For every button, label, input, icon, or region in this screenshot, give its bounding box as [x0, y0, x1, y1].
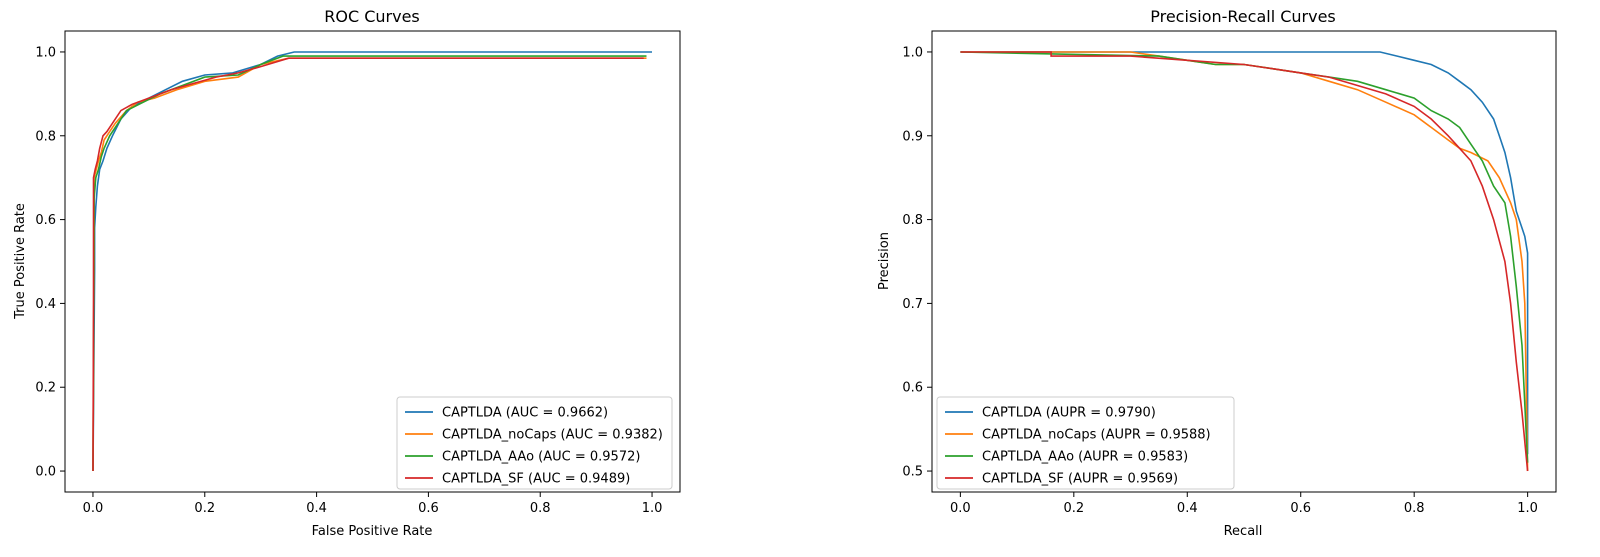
- pr-legend-label: CAPTLDA_noCaps (AUPR = 0.9588): [982, 428, 1211, 443]
- pr-series-line-3: [960, 51, 1529, 472]
- roc-y-label: True Positive Rate: [13, 203, 28, 320]
- pr-legend-label: CAPTLDA_AAo (AUPR = 0.9583): [982, 450, 1188, 465]
- roc-legend-label: CAPTLDA_SF (AUC = 0.9489): [442, 472, 630, 487]
- pr-legend: CAPTLDA (AUPR = 0.9790) CAPTLDA_noCaps (A…: [936, 396, 1235, 490]
- roc-series-line-2: [92, 55, 647, 472]
- roc-legend-label: CAPTLDA_AAo (AUC = 0.9572): [442, 450, 640, 465]
- pr-x-tick-label: 0.6: [1290, 501, 1311, 516]
- roc-x-tick-label: 0.0: [83, 501, 104, 516]
- roc-y-tick-label: 0.0: [35, 465, 56, 480]
- pr-series-line-0: [960, 51, 1529, 455]
- pr-x-tick-label: 0.4: [1177, 501, 1198, 516]
- pr-y-tick-label: 0.7: [902, 297, 923, 312]
- pr-y-tick-label: 1.0: [902, 45, 923, 60]
- pr-legend-box: [936, 396, 1235, 490]
- roc-y-ticks: 0.0 0.2 0.4 0.6 0.8 1.0: [35, 45, 65, 480]
- pr-x-tick-label: 0.8: [1404, 501, 1425, 516]
- roc-y-tick-label: 0.6: [35, 213, 56, 228]
- pr-panel: Precision-Recall Curves 0.0 0.2 0.4 0.6 0.8 1…: [877, 7, 1557, 539]
- roc-title: ROC Curves: [324, 7, 420, 26]
- roc-legend-label: CAPTLDA_noCaps (AUC = 0.9382): [442, 428, 663, 443]
- roc-y-tick-label: 0.8: [35, 129, 56, 144]
- pr-y-tick-label: 0.5: [902, 465, 923, 480]
- roc-axes-frame: [64, 30, 681, 493]
- pr-y-label: Precision: [877, 232, 892, 290]
- roc-x-label: False Positive Rate: [312, 524, 433, 539]
- pr-legend-label: CAPTLDA_SF (AUPR = 0.9569): [982, 472, 1178, 487]
- pr-y-ticks: 0.5 0.6 0.7 0.8 0.9 1.0: [902, 45, 932, 480]
- roc-x-tick-label: 0.4: [306, 501, 327, 516]
- roc-x-ticks: 0.0 0.2 0.4 0.6 0.8 1.0: [83, 492, 663, 516]
- roc-x-tick-label: 0.8: [530, 501, 551, 516]
- pr-x-tick-label: 0.0: [950, 501, 971, 516]
- pr-legend-label: CAPTLDA (AUPR = 0.9790): [982, 406, 1156, 421]
- pr-x-tick-label: 1.0: [1517, 501, 1538, 516]
- pr-y-tick-label: 0.8: [902, 213, 923, 228]
- pr-y-tick-label: 0.6: [902, 381, 923, 396]
- roc-plot-area: [92, 51, 652, 472]
- roc-x-tick-label: 1.0: [642, 501, 663, 516]
- pr-x-tick-label: 0.2: [1063, 501, 1084, 516]
- pr-plot-area: [960, 51, 1529, 472]
- roc-legend-box: [396, 396, 673, 490]
- roc-y-tick-label: 1.0: [35, 45, 56, 60]
- roc-x-tick-label: 0.6: [418, 501, 439, 516]
- roc-series-line-3: [92, 57, 644, 472]
- roc-x-tick-label: 0.2: [194, 501, 215, 516]
- roc-y-tick-label: 0.4: [35, 297, 56, 312]
- roc-y-tick-label: 0.2: [35, 381, 56, 396]
- roc-legend: CAPTLDA (AUC = 0.9662) CAPTLDA_noCaps (AU…: [396, 396, 673, 490]
- roc-legend-label: CAPTLDA (AUC = 0.9662): [442, 406, 608, 421]
- pr-axes-frame: [931, 30, 1557, 493]
- roc-panel: ROC Curves 0.0 0.2 0.4 0.6 0.8 1.0 0.00.20.40…: [13, 7, 681, 539]
- pr-x-ticks: 0.0 0.2 0.4 0.6 0.8 1.0: [950, 492, 1538, 516]
- pr-y-tick-label: 0.9: [902, 129, 923, 144]
- pr-x-label: Recall: [1224, 524, 1263, 539]
- pr-title: Precision-Recall Curves: [1150, 7, 1336, 26]
